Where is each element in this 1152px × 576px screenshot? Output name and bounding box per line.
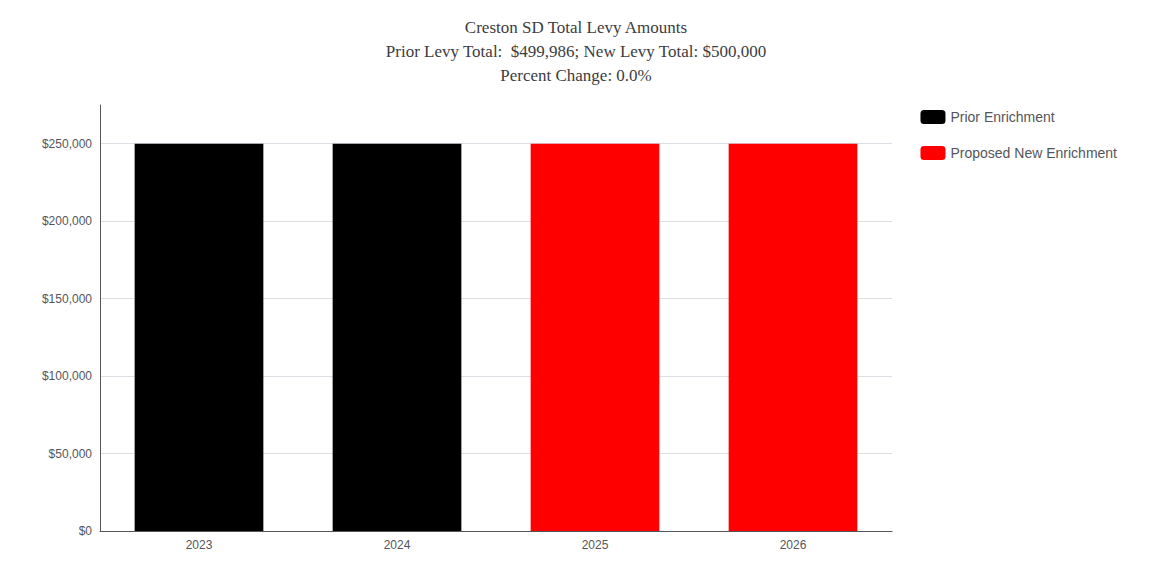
svg-text:Percent Change: 0.0%: Percent Change: 0.0% [500, 66, 652, 85]
svg-text:Proposed New Enrichment: Proposed New Enrichment [950, 145, 1117, 161]
svg-text:Prior Enrichment: Prior Enrichment [950, 109, 1054, 125]
svg-text:2023: 2023 [186, 538, 213, 552]
svg-text:$100,000: $100,000 [42, 369, 92, 383]
svg-text:2024: 2024 [384, 538, 411, 552]
svg-text:$250,000: $250,000 [42, 137, 92, 151]
svg-text:$200,000: $200,000 [42, 214, 92, 228]
svg-text:$0: $0 [79, 524, 93, 538]
svg-text:Prior Levy Total: $499,986; N: Prior Levy Total: $499,986; New Levy Tot… [386, 42, 766, 61]
svg-text:2026: 2026 [780, 538, 807, 552]
svg-text:Creston SD Total Levy Amounts: Creston SD Total Levy Amounts [465, 18, 687, 37]
svg-text:2025: 2025 [582, 538, 609, 552]
svg-text:$50,000: $50,000 [49, 447, 93, 461]
svg-text:$150,000: $150,000 [42, 292, 92, 306]
